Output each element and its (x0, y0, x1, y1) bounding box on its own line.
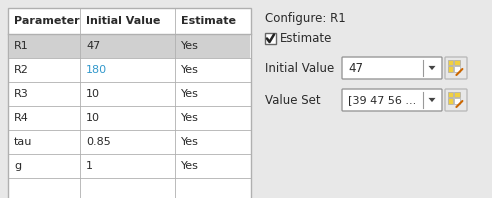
Text: Yes: Yes (181, 65, 199, 75)
Text: Estimate: Estimate (181, 16, 236, 26)
Text: g: g (14, 161, 21, 171)
Text: Yes: Yes (181, 113, 199, 123)
Text: R2: R2 (14, 65, 29, 75)
Text: Parameter: Parameter (14, 16, 80, 26)
Bar (455, 98, 460, 104)
Text: tau: tau (14, 137, 32, 147)
Text: R1: R1 (14, 41, 29, 51)
Text: Yes: Yes (181, 41, 199, 51)
Text: Estimate: Estimate (280, 31, 333, 45)
Bar (265, 32, 276, 44)
FancyBboxPatch shape (445, 89, 467, 111)
Text: Yes: Yes (181, 89, 199, 99)
Text: 47: 47 (86, 41, 100, 51)
Text: 10: 10 (86, 89, 100, 99)
Text: Configure: R1: Configure: R1 (265, 11, 346, 25)
Polygon shape (429, 98, 435, 102)
Polygon shape (429, 66, 435, 70)
Bar (448, 60, 454, 65)
Text: 180: 180 (86, 65, 107, 75)
Text: 10: 10 (86, 113, 100, 123)
Bar (448, 98, 454, 104)
Text: Value Set: Value Set (265, 93, 321, 107)
Bar (448, 92, 454, 97)
Bar (455, 60, 460, 65)
Text: 1: 1 (86, 161, 93, 171)
FancyBboxPatch shape (342, 57, 442, 79)
Text: R4: R4 (14, 113, 29, 123)
Text: Initial Value: Initial Value (265, 62, 334, 74)
FancyBboxPatch shape (342, 89, 442, 111)
Bar (8, 8, 251, 198)
Bar (448, 66, 454, 72)
Bar (9, 34, 250, 58)
Bar (455, 92, 460, 97)
Text: Yes: Yes (181, 161, 199, 171)
Text: [39 47 56 ...: [39 47 56 ... (348, 95, 416, 105)
Text: Yes: Yes (181, 137, 199, 147)
Text: Initial Value: Initial Value (86, 16, 160, 26)
Text: R3: R3 (14, 89, 29, 99)
FancyBboxPatch shape (445, 57, 467, 79)
Bar (455, 66, 460, 72)
Text: 47: 47 (348, 62, 363, 74)
Text: 0.85: 0.85 (86, 137, 111, 147)
